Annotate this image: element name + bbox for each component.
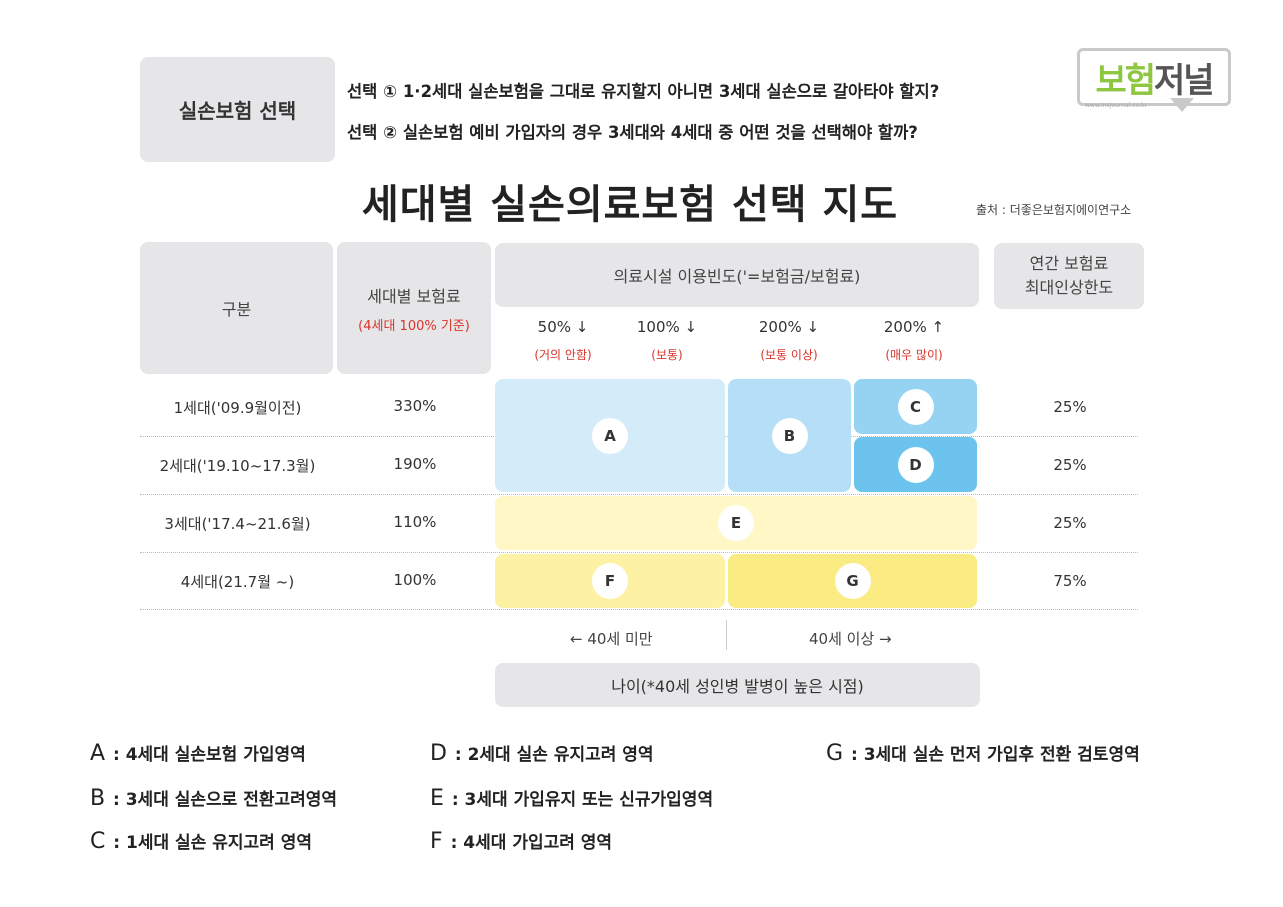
- zone-g: G: [728, 554, 977, 608]
- legend-d: D : 2세대 실손 유지고려 영역: [430, 740, 654, 766]
- header-frequency: 의료시설 이용빈도('=보험금/보험료): [495, 243, 979, 307]
- source-note: 출처 : 더좋은보험지에이연구소: [976, 203, 1132, 217]
- zone-b: B: [728, 379, 851, 492]
- row-2-label: 2세대('19.10~17.3월): [159, 457, 316, 475]
- legend-c-text: : 1세대 실손 유지고려 영역: [107, 833, 312, 853]
- legend-d-letter: D: [430, 741, 447, 766]
- header-limit-line2: 최대인상한도: [1024, 278, 1114, 297]
- logo-url: www.insjournal.co.kr: [1085, 102, 1147, 109]
- zone-a: A: [495, 379, 725, 492]
- logo: 보험 저널: [1077, 48, 1231, 106]
- freq-level-2-pct: 100% ↓: [636, 318, 698, 336]
- zone-f-marker: F: [592, 563, 628, 599]
- row-3-label: 3세대('17.4~21.6월): [164, 515, 311, 533]
- row-2-limit: 25%: [1053, 456, 1087, 474]
- freq-level-1-label: (거의 안함): [534, 348, 592, 362]
- legend-c-letter: C: [90, 829, 106, 854]
- row-4-premium: 100%: [393, 571, 437, 589]
- legend-f: F : 4세대 가입고려 영역: [430, 828, 612, 854]
- zone-e-marker: E: [718, 505, 754, 541]
- legend-a-text: : 4세대 실손보험 가입영역: [107, 745, 306, 765]
- age-over-40: 40세 이상 →: [809, 630, 892, 648]
- legend-g-text: : 3세대 실손 먼저 가입후 전환 검토영역: [845, 745, 1140, 765]
- legend-g: G : 3세대 실손 먼저 가입후 전환 검토영역: [826, 740, 1140, 766]
- select-label-box: 실손보험 선택: [140, 57, 335, 162]
- zone-c-marker: C: [897, 388, 934, 425]
- legend-d-text: : 2세대 실손 유지고려 영역: [448, 745, 654, 765]
- row-1-premium: 330%: [393, 397, 437, 415]
- row-divider: [140, 609, 1138, 610]
- legend-e: E : 3세대 가입유지 또는 신규가입영역: [430, 785, 713, 811]
- header-limit: 연간 보험료 최대인상한도: [994, 243, 1144, 309]
- logo-text-part1: 보험: [1095, 60, 1156, 101]
- row-4-label: 4세대(21.7월 ~): [180, 573, 295, 591]
- zone-d-marker: D: [897, 446, 934, 483]
- age-caption-box: 나이(*40세 성인병 발병이 높은 시점): [495, 663, 980, 707]
- legend-b-text: : 3세대 실손으로 전환고려영역: [107, 790, 338, 810]
- legend-g-letter: G: [826, 741, 844, 766]
- zone-e: E: [495, 496, 977, 550]
- zone-b-marker: B: [771, 417, 808, 454]
- header-premium-sub: (4세대 100% 기준): [358, 318, 470, 334]
- question-1: 선택 ① 1·2세대 실손보험을 그대로 유지할지 아니면 3세대 실손으로 갈…: [347, 82, 940, 101]
- header-category-label: 구분: [221, 300, 252, 319]
- zone-c: C: [854, 379, 977, 434]
- legend-e-text: : 3세대 가입유지 또는 신규가입영역: [445, 790, 714, 810]
- row-1-limit: 25%: [1053, 398, 1087, 416]
- legend-b-letter: B: [90, 786, 106, 811]
- zone-d: D: [854, 437, 977, 492]
- age-under-40: ← 40세 미만: [570, 630, 653, 648]
- row-1-label: 1세대('09.9월이전): [173, 399, 302, 417]
- row-3-limit: 25%: [1053, 514, 1087, 532]
- freq-level-3-pct: 200% ↓: [758, 318, 820, 336]
- zone-f: F: [495, 554, 725, 608]
- logo-text-part2: 저널: [1154, 60, 1215, 101]
- page-title: 세대별 실손의료보험 선택 지도: [361, 182, 899, 228]
- legend-e-letter: E: [430, 786, 444, 811]
- select-label: 실손보험 선택: [178, 99, 297, 123]
- legend-a: A : 4세대 실손보험 가입영역: [90, 740, 306, 766]
- legend-a-letter: A: [90, 741, 106, 766]
- freq-level-4-label: (매우 많이): [885, 348, 943, 362]
- header-frequency-label: 의료시설 이용빈도('=보험금/보험료): [613, 267, 861, 286]
- header-premium-label: 세대별 보험료: [367, 286, 461, 306]
- legend-f-letter: F: [430, 829, 443, 854]
- logo-tail: [1170, 98, 1194, 112]
- header-limit-line1: 연간 보험료: [1029, 254, 1109, 273]
- legend-c: C : 1세대 실손 유지고려 영역: [90, 828, 312, 854]
- zone-a-marker: A: [592, 417, 628, 454]
- age-caption: 나이(*40세 성인병 발병이 높은 시점): [611, 677, 864, 696]
- legend-b: B : 3세대 실손으로 전환고려영역: [90, 785, 337, 811]
- question-2: 선택 ② 실손보험 예비 가입자의 경우 3세대와 4세대 중 어떤 것을 선택…: [347, 123, 918, 142]
- row-divider: [140, 552, 1138, 553]
- legend-f-text: : 4세대 가입고려 영역: [444, 833, 613, 853]
- header-premium: 세대별 보험료 (4세대 100% 기준): [337, 242, 491, 374]
- row-3-premium: 110%: [393, 513, 437, 531]
- age-divider: [726, 620, 727, 650]
- header-category: 구분: [140, 242, 333, 374]
- row-divider: [140, 494, 1138, 495]
- row-2-premium: 190%: [393, 455, 437, 473]
- zone-g-marker: G: [834, 563, 871, 599]
- row-4-limit: 75%: [1053, 572, 1087, 590]
- freq-level-1-pct: 50% ↓: [537, 318, 589, 336]
- freq-level-4-pct: 200% ↑: [883, 318, 945, 336]
- freq-level-2-label: (보통): [651, 348, 683, 362]
- freq-level-3-label: (보통 이상): [760, 348, 818, 362]
